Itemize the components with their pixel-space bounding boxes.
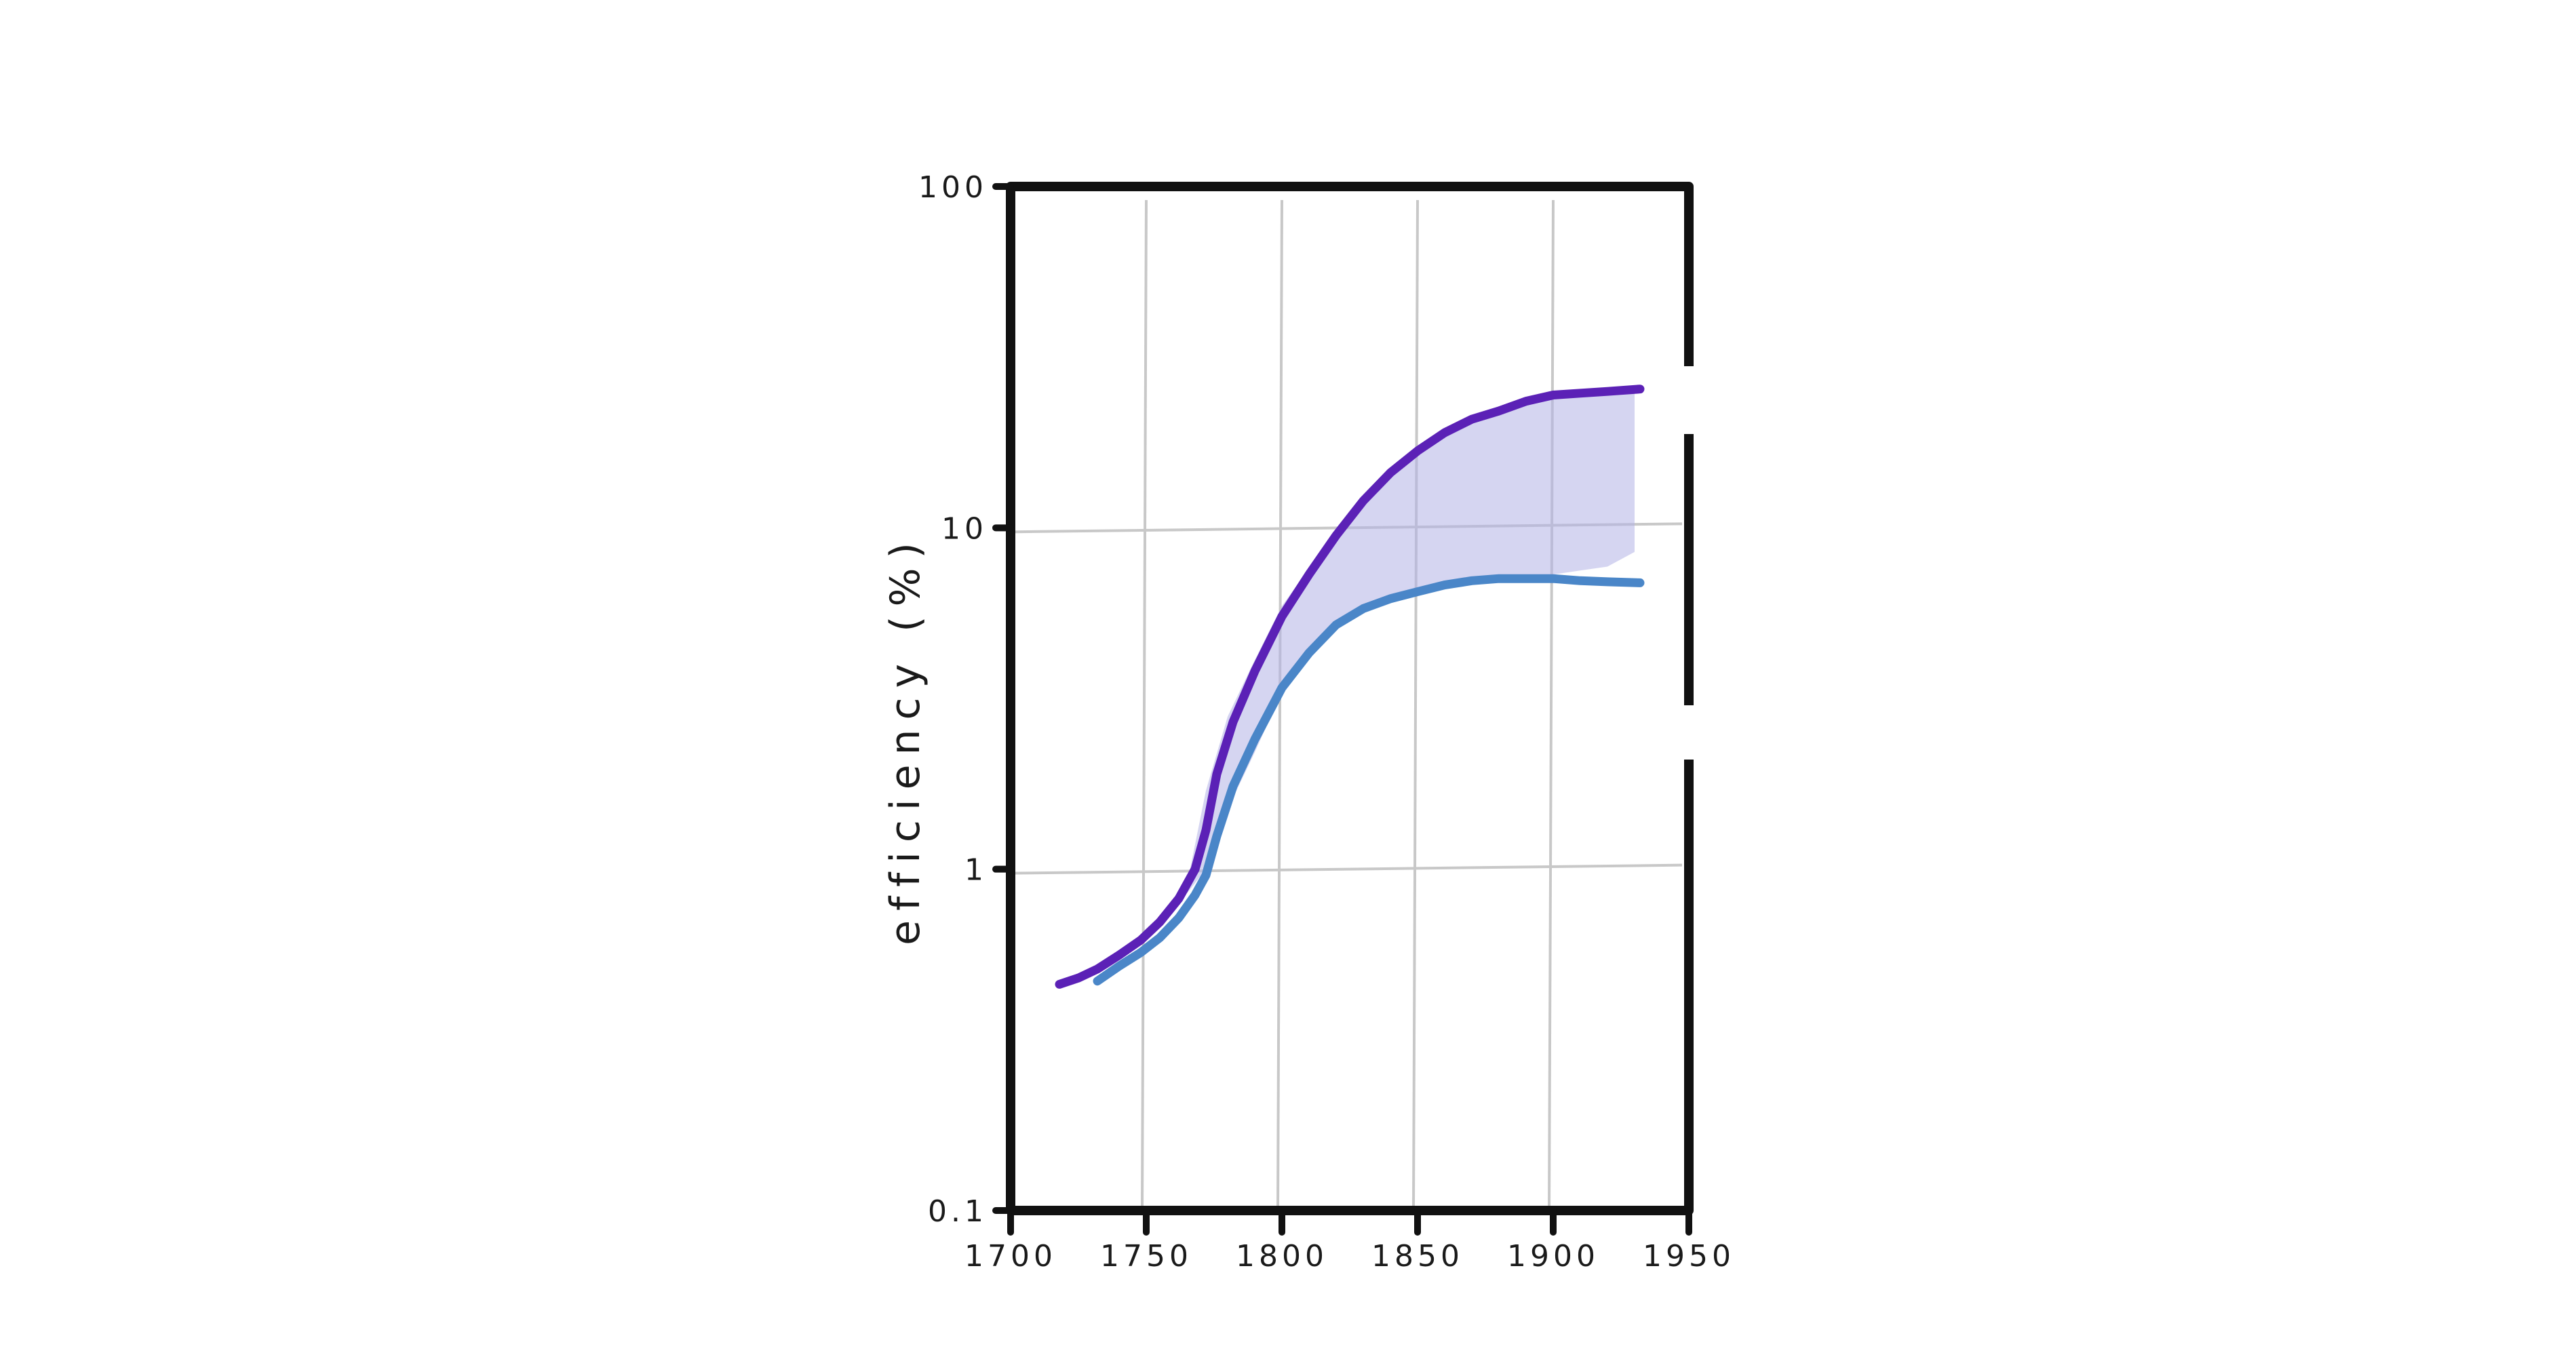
upper-efficiency-line <box>1055 385 1645 989</box>
y-axis-ticks: 100 10 1 0.1 <box>918 170 1014 1229</box>
x-tick-label-1800: 1800 <box>1236 1239 1328 1274</box>
plot-frame-rect <box>1006 182 1694 1215</box>
y-axis-title: efficiency (%) <box>882 533 929 945</box>
x-tick-label-1950: 1950 <box>1643 1239 1735 1274</box>
y-tick-label-1: 1 <box>964 853 988 888</box>
series-lines <box>1055 385 1645 989</box>
x-tick-label-1850: 1850 <box>1371 1239 1464 1274</box>
efficiency-range-band <box>1187 387 1635 894</box>
y-tick-label-10: 10 <box>941 511 988 546</box>
x-gridline-1750 <box>1141 199 1148 1211</box>
x-tick-label-1750: 1750 <box>1100 1239 1192 1274</box>
x-tick-label-1700: 1700 <box>964 1239 1057 1274</box>
plot-frame <box>1006 182 1695 1215</box>
lower-efficiency-line <box>1093 574 1645 986</box>
y-tick-label-0.1: 0.1 <box>928 1194 988 1229</box>
y-tick-label-100: 100 <box>918 170 988 205</box>
x-gridline-1900 <box>1548 199 1555 1211</box>
x-gridline-1850 <box>1412 199 1419 1211</box>
x-axis-ticks: 1700 1750 1800 1850 1900 1950 <box>964 1207 1735 1274</box>
gridlines <box>1010 199 1683 1211</box>
range-band <box>1187 387 1635 894</box>
x-gridline-1800 <box>1276 199 1283 1211</box>
y-gridline-1 <box>1010 863 1683 875</box>
x-tick-label-1900: 1900 <box>1507 1239 1599 1274</box>
